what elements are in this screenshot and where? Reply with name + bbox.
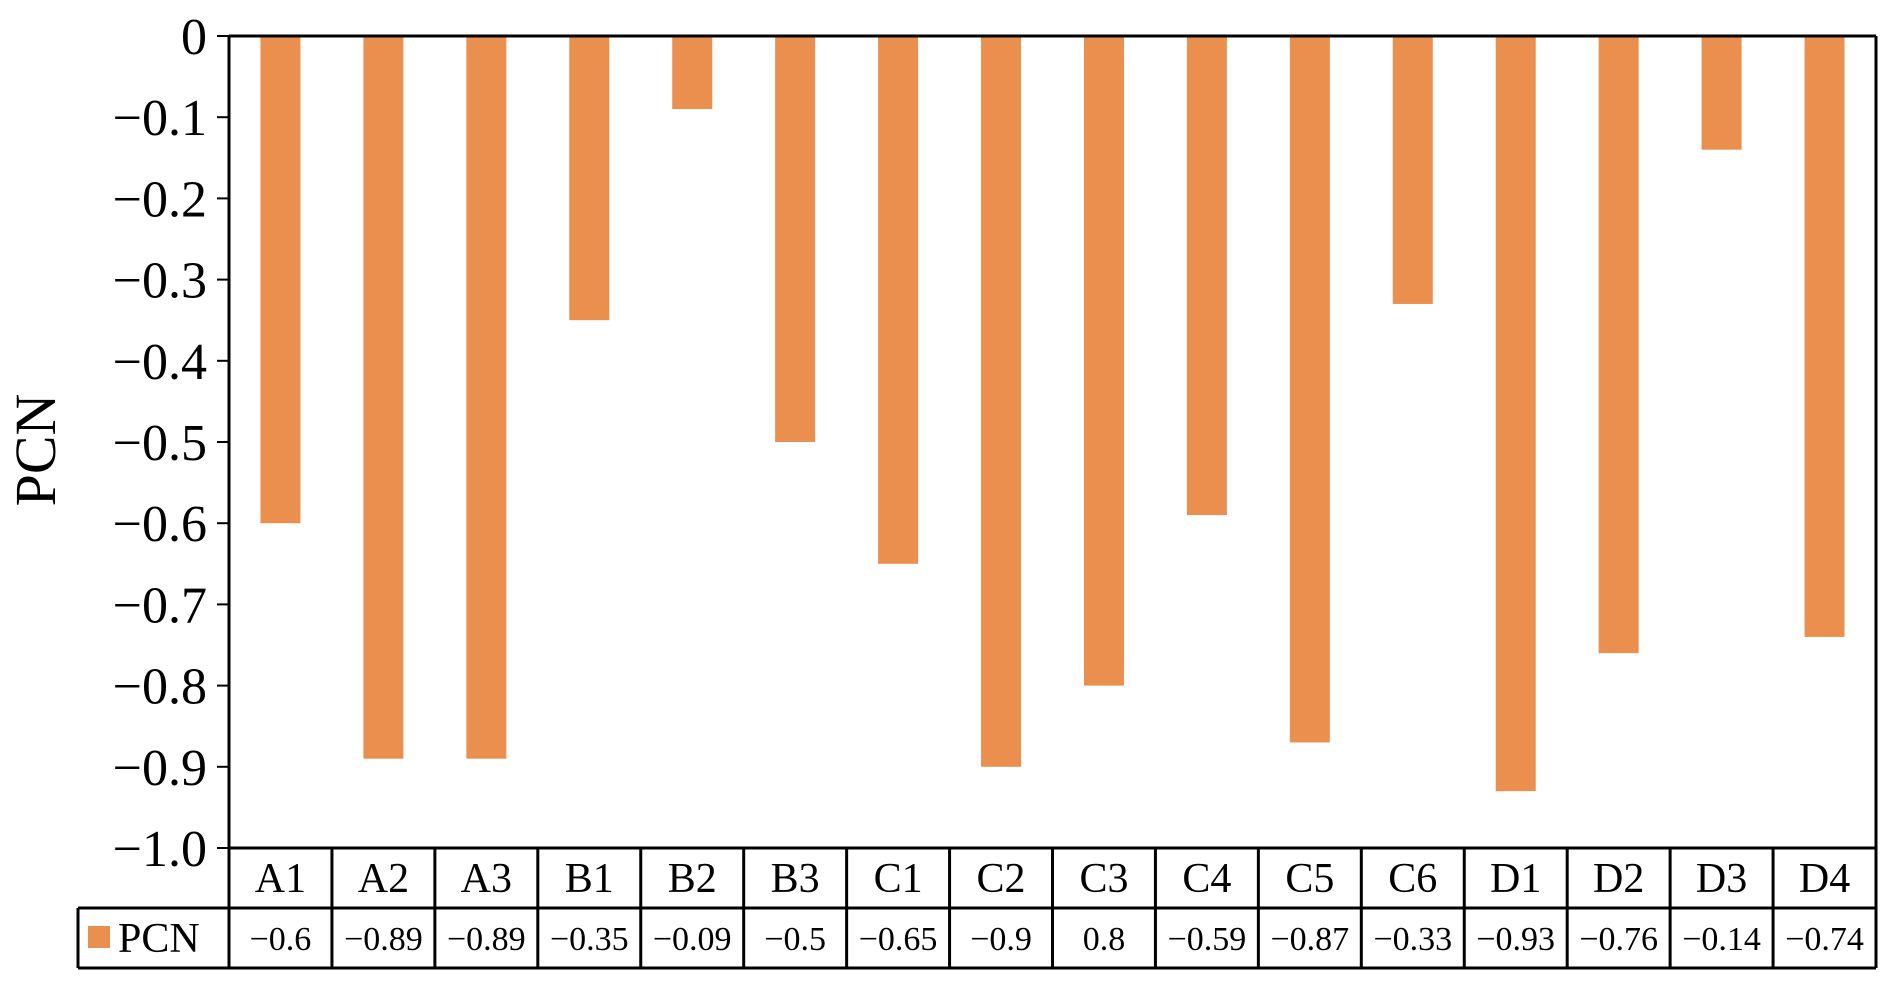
y-tick-label: −0.5 [113,415,207,472]
data-table-value: −0.65 [859,921,938,958]
bar-B2 [672,36,713,110]
data-table-value: −0.09 [653,921,732,958]
category-label: A1 [255,856,306,902]
data-table-value: −0.14 [1682,921,1761,958]
data-table-value: −0.6 [250,921,312,958]
legend-swatch [88,926,110,948]
y-tick-label: −0.1 [113,90,207,147]
bar-C3 [1083,36,1124,686]
bar-A1 [260,36,301,524]
data-table-value: −0.87 [1271,921,1350,958]
bar-D1 [1495,36,1536,792]
bar-C4 [1186,36,1227,516]
category-label: C4 [1182,856,1231,902]
bar-A2 [363,36,404,759]
y-tick-label: −0.8 [113,659,207,716]
y-tick-label: −0.9 [113,740,207,797]
y-tick-label: 0 [181,9,207,66]
category-label: A3 [461,856,512,902]
bar-C1 [878,36,919,564]
data-table-value: −0.89 [344,921,423,958]
y-tick-label: −1.0 [113,821,207,878]
y-tick-label: −0.7 [113,577,207,634]
category-label: C1 [874,856,923,902]
y-tick-label: −0.4 [113,334,207,391]
data-table-value: −0.93 [1476,921,1555,958]
category-label: A2 [358,856,409,902]
category-label: C5 [1285,856,1334,902]
category-label: B2 [668,856,717,902]
data-table-value: −0.74 [1785,921,1864,958]
data-table-value: 0.8 [1083,921,1126,958]
category-label: C3 [1079,856,1128,902]
data-table-value: −0.76 [1579,921,1658,958]
category-label: D1 [1490,856,1541,902]
category-label: C2 [977,856,1026,902]
bar-B1 [569,36,610,321]
data-table-value: −0.59 [1168,921,1247,958]
bar-A3 [466,36,507,759]
y-axis-label: PCN [3,394,68,507]
bar-C6 [1392,36,1433,304]
category-label: D3 [1696,856,1747,902]
y-tick-label: −0.3 [113,253,207,310]
bar-D3 [1701,36,1742,150]
y-tick-label: −0.6 [113,496,207,553]
legend-label: PCN [118,916,200,962]
data-table-value: −0.5 [764,921,826,958]
category-label: B1 [565,856,614,902]
y-tick-label: −0.2 [113,171,207,228]
bar-D2 [1598,36,1639,654]
category-label: D4 [1799,856,1850,902]
data-table-value: −0.33 [1373,921,1452,958]
data-table-value: −0.35 [550,921,629,958]
bar-C2 [981,36,1022,767]
category-label: C6 [1388,856,1437,902]
bar-C5 [1289,36,1330,743]
bar-B3 [775,36,816,442]
data-table-value: −0.9 [970,921,1032,958]
bar-D4 [1804,36,1845,637]
category-label: B3 [771,856,820,902]
category-label: D2 [1593,856,1644,902]
data-table-value: −0.89 [447,921,526,958]
